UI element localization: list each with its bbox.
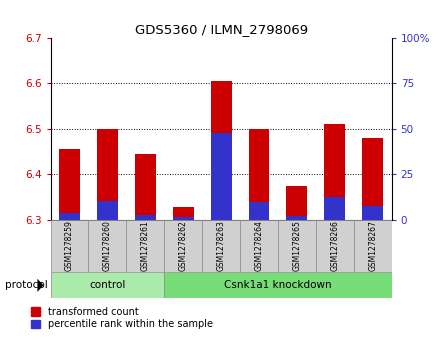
Bar bbox=[286, 185, 307, 220]
Text: GSM1278262: GSM1278262 bbox=[179, 221, 188, 271]
Bar bbox=[173, 217, 194, 220]
Bar bbox=[362, 138, 383, 220]
Bar bbox=[211, 133, 231, 220]
Bar bbox=[211, 81, 231, 220]
Text: GSM1278263: GSM1278263 bbox=[216, 220, 226, 272]
Text: Csnk1a1 knockdown: Csnk1a1 knockdown bbox=[224, 280, 332, 290]
Bar bbox=[324, 197, 345, 220]
Text: GSM1278267: GSM1278267 bbox=[368, 220, 377, 272]
Bar bbox=[59, 149, 80, 220]
Bar bbox=[164, 220, 202, 272]
Bar bbox=[51, 220, 88, 272]
Bar bbox=[286, 216, 307, 220]
Bar bbox=[135, 154, 156, 220]
Bar bbox=[316, 220, 354, 272]
Bar bbox=[249, 202, 269, 220]
Bar bbox=[278, 220, 316, 272]
Title: GDS5360 / ILMN_2798069: GDS5360 / ILMN_2798069 bbox=[135, 23, 308, 36]
Legend: transformed count, percentile rank within the sample: transformed count, percentile rank withi… bbox=[31, 307, 213, 329]
Text: GSM1278264: GSM1278264 bbox=[254, 220, 264, 272]
Bar bbox=[59, 213, 80, 220]
Bar bbox=[354, 220, 392, 272]
Bar bbox=[135, 215, 156, 220]
Text: control: control bbox=[89, 280, 126, 290]
Bar bbox=[202, 220, 240, 272]
Text: GSM1278266: GSM1278266 bbox=[330, 220, 339, 272]
Bar bbox=[240, 220, 278, 272]
Bar bbox=[88, 220, 126, 272]
Bar bbox=[97, 201, 118, 220]
Bar bbox=[97, 129, 118, 220]
Bar bbox=[126, 220, 164, 272]
Bar bbox=[164, 272, 392, 298]
Bar bbox=[249, 129, 269, 220]
Text: protocol: protocol bbox=[5, 280, 48, 290]
Bar bbox=[324, 124, 345, 220]
Bar bbox=[173, 207, 194, 220]
Text: GSM1278260: GSM1278260 bbox=[103, 220, 112, 272]
Text: GSM1278261: GSM1278261 bbox=[141, 221, 150, 271]
Bar bbox=[362, 206, 383, 220]
Text: GSM1278259: GSM1278259 bbox=[65, 220, 74, 272]
Text: GSM1278265: GSM1278265 bbox=[292, 220, 301, 272]
Bar bbox=[51, 272, 164, 298]
